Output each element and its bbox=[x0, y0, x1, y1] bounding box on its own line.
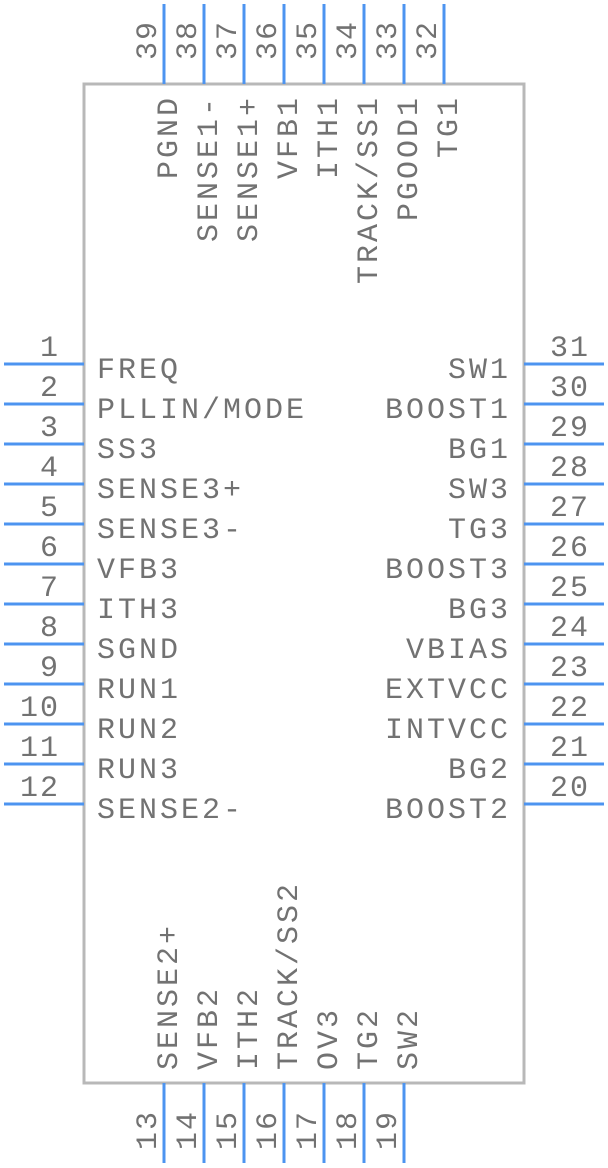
pin-name: TG3 bbox=[448, 514, 511, 548]
pin-name: INTVCC bbox=[385, 714, 511, 748]
pin-name: TG1 bbox=[433, 95, 467, 158]
pin-number: 7 bbox=[40, 572, 60, 606]
pin-number: 24 bbox=[550, 612, 590, 646]
pin-name: EXTVCC bbox=[385, 674, 511, 708]
pin-number: 6 bbox=[40, 532, 60, 566]
pin-name: PLLIN/MODE bbox=[97, 394, 307, 428]
ic-body bbox=[82, 82, 526, 1085]
pin-name: BOOST1 bbox=[385, 394, 511, 428]
pin-name: SENSE3+ bbox=[97, 474, 244, 508]
pin-number: 15 bbox=[212, 1110, 246, 1150]
pin-number: 39 bbox=[132, 20, 166, 60]
pin-number: 34 bbox=[332, 20, 366, 60]
pin-name: SS3 bbox=[97, 434, 160, 468]
pin-number: 1 bbox=[40, 332, 60, 366]
pin-number: 29 bbox=[550, 412, 590, 446]
pin-number: 10 bbox=[20, 692, 60, 726]
pin-name: TRACK/SS1 bbox=[353, 95, 387, 284]
pin-name: ITH3 bbox=[97, 594, 181, 628]
pin-name: FREQ bbox=[97, 354, 181, 388]
pin-name: SENSE2- bbox=[97, 794, 244, 828]
pin-number: 23 bbox=[550, 652, 590, 686]
pin-number: 27 bbox=[550, 492, 590, 526]
pin-number: 20 bbox=[550, 772, 590, 806]
pin-name: VFB2 bbox=[193, 986, 227, 1070]
pin-number: 32 bbox=[412, 20, 446, 60]
pin-number: 31 bbox=[550, 332, 590, 366]
pin-name: SENSE3- bbox=[97, 514, 244, 548]
pin-number: 8 bbox=[40, 612, 60, 646]
pin-number: 17 bbox=[292, 1110, 326, 1150]
pin-name: OV3 bbox=[313, 1007, 347, 1070]
pin-number: 2 bbox=[40, 372, 60, 406]
pin-name: BG3 bbox=[448, 594, 511, 628]
pin-number: 22 bbox=[550, 692, 590, 726]
pin-number: 4 bbox=[40, 452, 60, 486]
pin-name: ITH1 bbox=[313, 95, 347, 179]
pin-name: BOOST2 bbox=[385, 794, 511, 828]
pin-number: 13 bbox=[132, 1110, 166, 1150]
pin-name: SGND bbox=[97, 634, 181, 668]
pin-name: TRACK/SS2 bbox=[273, 881, 307, 1070]
pin-name: RUN3 bbox=[97, 754, 181, 788]
pin-number: 16 bbox=[252, 1110, 286, 1150]
pin-number: 33 bbox=[372, 20, 406, 60]
pin-number: 28 bbox=[550, 452, 590, 486]
pin-name: TG2 bbox=[353, 1007, 387, 1070]
pin-number: 30 bbox=[550, 372, 590, 406]
pin-name: BOOST3 bbox=[385, 554, 511, 588]
pin-number: 26 bbox=[550, 532, 590, 566]
pin-name: RUN1 bbox=[97, 674, 181, 708]
pin-number: 12 bbox=[20, 772, 60, 806]
pin-name: ITH2 bbox=[233, 986, 267, 1070]
pin-number: 9 bbox=[40, 652, 60, 686]
pin-name: BG2 bbox=[448, 754, 511, 788]
pin-number: 38 bbox=[172, 20, 206, 60]
pin-number: 37 bbox=[212, 20, 246, 60]
pin-name: VFB1 bbox=[273, 95, 307, 179]
pin-number: 21 bbox=[550, 732, 590, 766]
pin-name: SW2 bbox=[393, 1007, 427, 1070]
pin-number: 11 bbox=[20, 732, 60, 766]
pin-number: 35 bbox=[292, 20, 326, 60]
pin-number: 25 bbox=[550, 572, 590, 606]
pin-name: VFB3 bbox=[97, 554, 181, 588]
pin-name: BG1 bbox=[448, 434, 511, 468]
pin-name: SENSE1- bbox=[193, 95, 227, 242]
pin-name: RUN2 bbox=[97, 714, 181, 748]
pin-name: SENSE1+ bbox=[233, 95, 267, 242]
pin-number: 3 bbox=[40, 412, 60, 446]
pin-name: SENSE2+ bbox=[153, 923, 187, 1070]
pin-name: PGND bbox=[153, 95, 187, 179]
pin-name: VBIAS bbox=[406, 634, 511, 668]
pin-number: 36 bbox=[252, 20, 286, 60]
pin-name: SW1 bbox=[448, 354, 511, 388]
pin-name: PGOOD1 bbox=[393, 95, 427, 221]
pin-number: 14 bbox=[172, 1110, 206, 1150]
pin-number: 18 bbox=[332, 1110, 366, 1150]
pin-number: 5 bbox=[40, 492, 60, 526]
pin-number: 19 bbox=[372, 1110, 406, 1150]
pin-name: SW3 bbox=[448, 474, 511, 508]
